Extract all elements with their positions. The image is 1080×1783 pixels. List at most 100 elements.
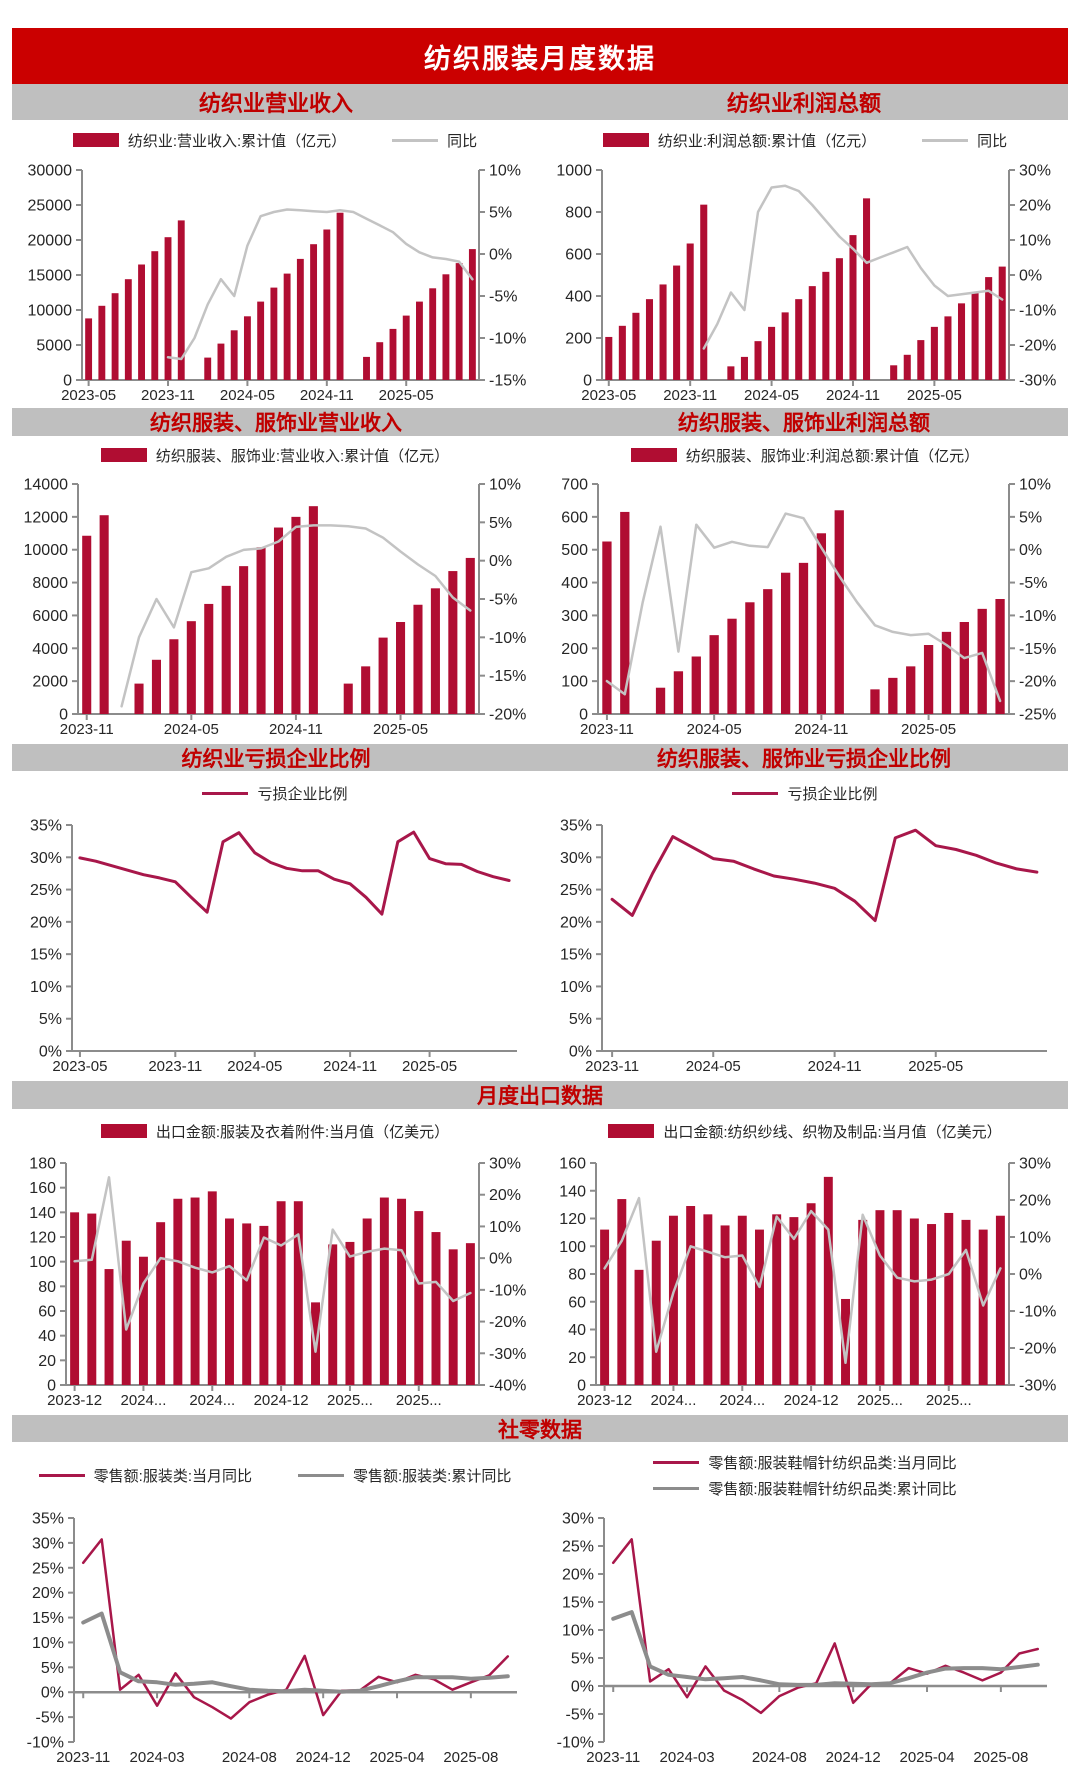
svg-text:-10%: -10% [489,630,526,647]
svg-text:2023-05: 2023-05 [52,1058,107,1075]
svg-text:8000: 8000 [32,575,68,592]
svg-text:25%: 25% [31,1560,63,1577]
svg-text:0%: 0% [40,1685,63,1702]
svg-text:60: 60 [568,1294,586,1311]
svg-text:30%: 30% [1019,1156,1051,1173]
svg-text:-5%: -5% [489,592,517,609]
svg-text:12000: 12000 [23,509,68,526]
svg-text:-10%: -10% [556,1735,593,1752]
legend-item: 亏损企业比例 [732,783,878,804]
svg-text:2024-11: 2024-11 [323,1058,377,1075]
section-title-retail: 社零数据 [498,1418,582,1442]
chart-textile-revenue: 纺织业:营业收入:累计值（亿元） 同比 30000 25000 20000 15000 10… [10,120,540,408]
svg-text:5%: 5% [489,205,512,222]
svg-text:2023-11: 2023-11 [586,1749,640,1766]
export-apparel-series-0 [72,1176,472,1353]
legend-label: 纺织服装、服饰业:利润总额:累计值（亿元） [685,447,980,465]
legend-item: 零售额:服装鞋帽针纺织品类:当月同比 [653,1452,957,1473]
svg-text:20%: 20% [561,1567,593,1584]
legend-label: 零售额:服装类:当月同比 [93,1467,252,1485]
chart-apparel-loss-ratio: 亏损企业比例 35% 30% 25% 20% 15% 10% 5% 0% 2023-11 2024-… [540,771,1070,1081]
svg-text:10%: 10% [1019,233,1051,250]
textile-revenue-plot: 30000 25000 20000 15000 10000 5000 0 10% 5% 0% -5%… [27,163,526,405]
svg-text:2024-12: 2024-12 [295,1749,350,1766]
svg-text:40: 40 [38,1328,56,1345]
svg-text:5%: 5% [568,1011,591,1028]
export-textile-series-0 [602,1196,1002,1365]
svg-text:-40%: -40% [489,1378,526,1395]
svg-text:0%: 0% [570,1679,593,1696]
svg-text:-15%: -15% [489,668,526,685]
apparel-profit-bars [601,510,1005,714]
svg-text:2024-05: 2024-05 [685,1058,740,1075]
svg-text:40: 40 [568,1322,586,1339]
svg-text:160: 160 [559,1156,586,1173]
line-swatch-icon [202,791,249,795]
svg-text:0: 0 [577,1378,586,1395]
textile-loss-ratio-legend: 亏损企业比例 [10,771,540,815]
svg-text:20%: 20% [1019,1193,1051,1210]
legend-item: 纺织服装、服饰业:利润总额:累计值（亿元） [630,445,980,466]
chart-row-4: 出口金额:服装及衣着附件:当月值（亿美元） 180 160 140 120 100 80 60… [0,1109,1080,1415]
svg-text:2023-12: 2023-12 [577,1392,632,1409]
legend-item: 亏损企业比例 [202,783,348,804]
retail-clothing-legend: 零售额:服装类:当月同比 零售额:服装类:累计同比 [10,1442,540,1508]
svg-text:2023-05: 2023-05 [581,387,636,404]
chart-retail-clothing-shoes-hats: 零售额:服装鞋帽针纺织品类:当月同比 零售额:服装鞋帽针纺织品类:累计同比 30% 2… [540,1442,1070,1783]
page-title: 纺织服装月度数据 [424,43,656,74]
svg-text:700: 700 [561,477,588,494]
svg-text:0%: 0% [1019,1267,1042,1284]
svg-text:20000: 20000 [27,233,72,250]
svg-text:2025-05: 2025-05 [373,721,428,738]
svg-text:2024-05: 2024-05 [686,721,741,738]
svg-text:2024-05: 2024-05 [227,1058,282,1075]
svg-text:30%: 30% [31,1535,63,1552]
svg-text:10%: 10% [559,979,591,996]
export-apparel-plot: 180 160 140 120 100 80 60 40 20 0 30% 20% 10% 0% -10% -… [29,1156,526,1410]
svg-text:-15%: -15% [1019,641,1056,658]
svg-text:10%: 10% [489,1219,521,1236]
svg-text:0%: 0% [1019,542,1042,559]
svg-text:10%: 10% [31,1635,63,1652]
bar-swatch-icon [602,133,649,147]
apparel-revenue-bars [81,506,475,714]
bar-swatch-icon [100,448,147,462]
svg-text:2023-11: 2023-11 [59,721,113,738]
section-title-apparel-revenue: 纺织服装、服饰业营业收入 [150,412,402,435]
apparel-profit-series-0 [605,512,1001,703]
svg-text:20: 20 [38,1353,56,1370]
textile-revenue-legend: 纺织业:营业收入:累计值（亿元） 同比 [10,120,540,160]
svg-text:300: 300 [561,608,588,625]
svg-text:30%: 30% [559,850,591,867]
svg-text:2024-08: 2024-08 [751,1749,806,1766]
svg-text:35%: 35% [29,818,61,835]
svg-text:35%: 35% [559,818,591,835]
legend-label: 同比 [977,132,1008,150]
bar-swatch-icon [608,1124,655,1138]
section-title-textile-revenue: 纺织业营业收入 [198,91,353,116]
section-title-textile-profit: 纺织业利润总额 [726,91,881,116]
svg-text:30%: 30% [489,1156,521,1173]
svg-text:2024-05: 2024-05 [219,387,274,404]
svg-text:10%: 10% [561,1623,593,1640]
apparel-loss-ratio-series-0 [610,828,1038,923]
legend-label: 纺织服装、服饰业:营业收入:累计值（亿元） [155,447,450,465]
svg-text:2024-11: 2024-11 [826,387,880,404]
svg-text:2024-03: 2024-03 [129,1749,184,1766]
svg-text:-20%: -20% [1019,674,1056,691]
chart-textile-loss-ratio: 亏损企业比例 35% 30% 25% 20% 15% 10% 5% 0% 2023-05 2023-… [10,771,540,1081]
svg-text:2023-11: 2023-11 [663,387,717,404]
svg-text:10000: 10000 [27,303,72,320]
chart-row-5: 零售额:服装类:当月同比 零售额:服装类:累计同比 35% 30% 25% 20% 15% 1… [0,1442,1080,1783]
svg-text:15%: 15% [31,1610,63,1627]
svg-text:100: 100 [561,674,588,691]
textile-profit-plot: 1000 800 600 400 200 0 30% 20% 10% 0% -10% -20% -30%… [556,163,1056,405]
section-band-retail: 社零数据 [12,1415,1068,1442]
svg-text:30%: 30% [1019,163,1051,180]
svg-text:20%: 20% [29,914,61,931]
svg-text:180: 180 [29,1156,56,1173]
textile-loss-ratio-plot: 35% 30% 25% 20% 15% 10% 5% 0%2023-05 2023-11 2024… [29,818,517,1075]
svg-text:2025...: 2025... [395,1392,441,1409]
retail-clothing-series-0 [81,1538,509,1720]
svg-text:2023-11: 2023-11 [141,387,195,404]
